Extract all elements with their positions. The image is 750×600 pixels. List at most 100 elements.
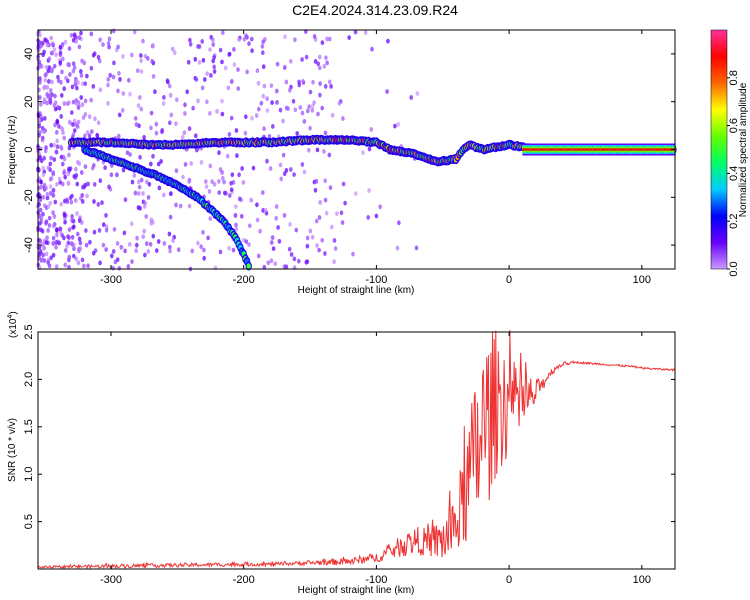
- spectrogram-cell: [217, 150, 221, 156]
- spectrogram-cell: [153, 89, 157, 95]
- spectrogram-cell: [135, 235, 139, 241]
- spectrogram-cell: [288, 222, 292, 227]
- spectrogram-cell: [579, 148, 582, 151]
- spectrogram-cell: [170, 46, 175, 52]
- spectrogram-cell: [134, 122, 139, 127]
- spectrogram-cell: [70, 214, 74, 219]
- spectrogram-cell: [284, 168, 289, 173]
- spectrogram-cell: [187, 179, 191, 185]
- spectrogram-cell: [141, 38, 145, 44]
- spectrogram-cell: [314, 218, 319, 224]
- spectrogram-cell: [258, 228, 262, 234]
- spectrogram-cell: [54, 264, 59, 269]
- spectrogram-cell: [261, 50, 265, 56]
- spectrogram-cell: [47, 223, 52, 228]
- spectrogram-cell: [261, 64, 266, 70]
- spectrogram-cell: [318, 54, 322, 60]
- spectrogram-cell: [145, 179, 149, 185]
- spectrogram-cell: [38, 76, 42, 82]
- spectrogram-cell: [167, 231, 172, 237]
- spectrogram-cell: [45, 100, 49, 106]
- spectrogram-cell: [175, 97, 179, 103]
- spectrogram-cell: [39, 227, 43, 233]
- spectrogram-cell: [123, 248, 127, 254]
- spectrogram-cell: [320, 40, 325, 46]
- spectrogram-cell: [229, 180, 233, 186]
- spectrogram-cell: [73, 128, 77, 134]
- spectrogram-cell: [43, 72, 48, 78]
- spectrogram-cell: [106, 101, 110, 106]
- spectrogram-cell: [284, 79, 289, 85]
- spectrogram-cell: [36, 112, 41, 118]
- spectrogram-cell: [54, 149, 59, 155]
- spectrogram-cell: [229, 187, 234, 193]
- spectrogram-cell: [189, 161, 193, 166]
- spectrogram-cell: [70, 234, 75, 240]
- spectrogram-cell: [302, 119, 307, 124]
- spectrogram-cell: [159, 159, 163, 164]
- spectrogram-cell: [269, 258, 274, 264]
- spectrogram-cell: [218, 249, 223, 255]
- spectrogram-cell: [165, 78, 170, 84]
- spectrogram-cell: [323, 251, 327, 256]
- spectrogram-cell: [304, 259, 309, 265]
- spectrogram-cell: [39, 184, 43, 190]
- spectrogram-cell: [71, 99, 76, 105]
- spectrogram-cell: [116, 44, 120, 50]
- spectrogram-cell: [138, 95, 142, 100]
- spectrogram-cell: [554, 148, 557, 151]
- spectrogram-cell: [42, 245, 46, 251]
- spectrogram-cell: [70, 110, 74, 115]
- spectrogram-cell: [160, 129, 164, 135]
- spectrogram-cell: [549, 148, 552, 151]
- spectrogram-cell: [121, 54, 125, 59]
- colorbar-gradient: [710, 29, 728, 270]
- spectrogram-cell: [227, 51, 232, 57]
- spectrogram-cell: [132, 173, 137, 178]
- spectrogram-cell: [396, 121, 401, 127]
- spectrogram-cell: [111, 265, 115, 271]
- spectrogram-cell: [261, 93, 266, 99]
- spectrogram-cell: [79, 95, 83, 100]
- spectrogram-cell: [315, 243, 319, 248]
- spectrogram-cell: [294, 227, 299, 233]
- spectrogram-cell: [89, 97, 93, 103]
- spectrogram-cell: [109, 172, 114, 178]
- spectrogram-cell: [539, 148, 543, 151]
- spectrogram-cell: [44, 240, 49, 245]
- spectrogram-cell: [104, 247, 108, 252]
- spectrogram-cell: [243, 130, 248, 136]
- spectrogram-cell: [256, 253, 261, 259]
- spectrogram-cell: [590, 148, 593, 151]
- x-tick-label: -100: [365, 574, 387, 586]
- snr-y-label: SNR (10 * v/v): [7, 418, 18, 482]
- spectrogram-cell: [174, 121, 178, 127]
- spectrogram-cell: [127, 242, 132, 247]
- spectrogram-cell: [67, 254, 72, 260]
- spectrogram-cell: [592, 148, 595, 151]
- spectrogram-cell: [72, 118, 77, 124]
- spectrogram-cell: [233, 213, 238, 219]
- spectrogram-cell: [643, 148, 646, 151]
- spectrogram-cell: [522, 148, 525, 151]
- spectrogram-cell: [149, 161, 153, 167]
- spectrogram-cell: [206, 235, 210, 241]
- spectrogram-cell: [40, 257, 45, 262]
- spectrogram-cell: [83, 98, 88, 104]
- spectrogram-cell: [62, 170, 66, 176]
- spectrogram-cell: [292, 256, 297, 262]
- spectrogram-cell: [541, 148, 544, 151]
- colorbar-tick-label: 0.8: [728, 70, 740, 85]
- spectrogram-cell: [101, 222, 106, 228]
- spectrogram-cell: [217, 190, 221, 196]
- spectrogram-cell: [143, 200, 147, 206]
- spectrogram-cell: [318, 92, 322, 98]
- spectrogram-cell: [48, 200, 53, 206]
- spectrogram-cell: [205, 71, 209, 77]
- spectrogram-cell: [659, 148, 662, 151]
- spectrogram-cell: [66, 181, 71, 187]
- spectrogram-cell: [185, 89, 189, 95]
- spectrogram-cell: [96, 54, 101, 60]
- spectrogram-cell: [76, 105, 81, 111]
- spectrogram-cell: [168, 244, 172, 250]
